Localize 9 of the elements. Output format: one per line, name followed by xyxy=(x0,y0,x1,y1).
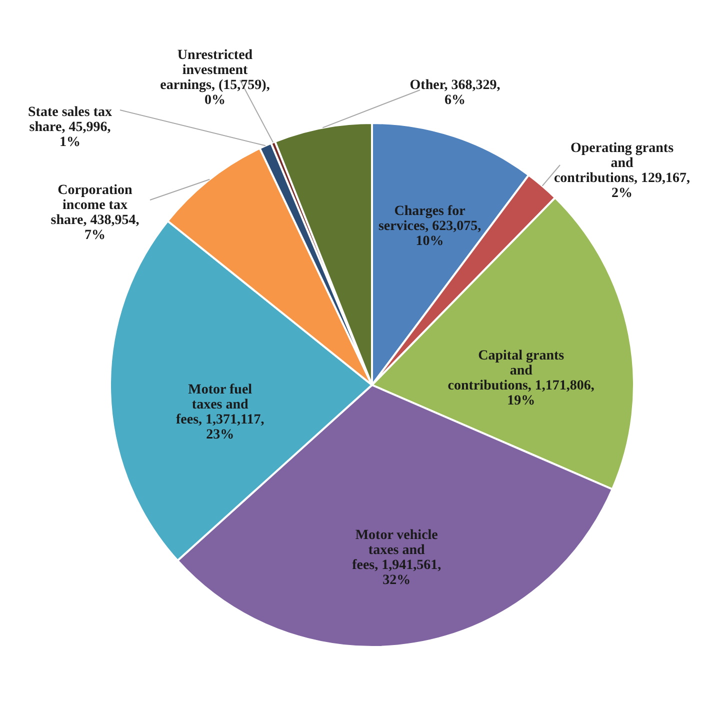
slice-label: Capital grants and contributions, 1,171,806, 19% xyxy=(448,348,594,409)
slice-label: State sales tax share, 45,996, 1% xyxy=(28,105,112,150)
slice-label: Other, 368,329, 6% xyxy=(410,78,500,108)
slice-label: Operating grants and contributions, 129,167, 2% xyxy=(554,141,690,201)
slice-label: Charges for services, 623,075, 10% xyxy=(378,204,482,249)
slice-label: Motor fuel taxes and fees, 1,371,117, 23% xyxy=(176,382,264,442)
slice-label: Motor vehicle taxes and fees, 1,941,561, 32% xyxy=(352,528,442,588)
slice-label: Corporation income tax share, 438,954, 7% xyxy=(50,183,140,243)
slice-label: Unrestricted investment earnings, (15,759), 0% xyxy=(160,48,270,108)
